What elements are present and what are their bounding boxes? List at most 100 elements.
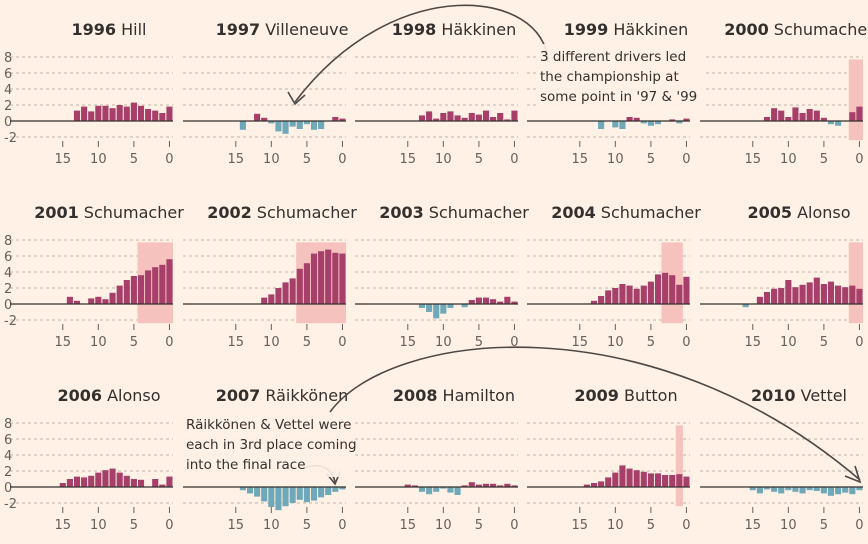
bar [468,482,475,487]
bar [626,117,633,121]
bar [332,487,339,492]
bar [318,251,325,304]
y-tick-label: 6 [4,433,12,448]
y-tick-label: -2 [4,497,17,512]
bar [282,487,289,507]
highlight-band [848,59,863,141]
bar [654,473,662,487]
bar [152,267,159,304]
bar [254,487,261,497]
bar [827,121,835,125]
panel-title: 2004 Schumacher [551,203,701,222]
panel-2007: 2007 Räikkönen 15 10 5 0 [183,386,348,533]
x-tick-label: 10 [263,152,280,167]
bar [303,121,310,125]
bar [856,288,863,304]
panel-champion: Schumacher [424,203,529,222]
x-tick-label: 10 [780,335,797,350]
bar [130,276,137,304]
panel-1998: 1998 Häkkinen 15 10 5 0 [355,20,519,167]
panel-year: 2010 [751,386,796,405]
bar [116,105,123,121]
y-tick-label: 6 [4,250,12,265]
bar [640,285,647,304]
bar [123,475,130,487]
bar [418,304,426,308]
y-tick-label: 8 [4,417,12,432]
bar [411,485,418,487]
bar [145,270,152,304]
y-tick-label: 2 [4,99,12,114]
bar [806,487,813,491]
panel-champion: Hamilton [437,386,515,405]
bar [835,285,842,304]
bar [849,285,856,304]
y-tick-label: 8 [4,51,12,66]
panel-2004: 2004 Schumacher 15 10 5 0 [527,203,701,350]
bar [447,304,454,308]
bar [785,487,792,491]
panel-title: 2007 Räikkönen [216,386,349,405]
bar [289,121,296,127]
panel-2010: 2010 Vettel 15 10 5 0 [700,386,864,533]
bar [137,275,145,304]
panel-champion: Hill [116,20,146,39]
x-tick-label: 15 [55,152,72,167]
bar [310,121,318,130]
x-tick-label: 0 [338,518,346,533]
bar [619,121,626,129]
bar [261,297,268,304]
bar [433,304,440,319]
x-tick-label: 10 [435,152,452,167]
x-tick-label: 0 [855,152,863,167]
x-tick-label: 15 [745,152,762,167]
x-tick-label: 5 [475,518,483,533]
panel-2002: 2002 Schumacher 15 10 5 0 [183,203,357,350]
bar [820,117,827,121]
y-tick-label: -2 [4,131,17,146]
bar [239,121,246,130]
panel-year: 1996 [72,20,117,39]
x-tick-label: 15 [400,152,417,167]
bar [490,117,497,121]
bar [95,472,102,487]
bar [482,483,490,487]
bar [81,477,88,487]
annotation-note-2: Räikkönen & Vettel were each in 3rd plac… [182,413,357,477]
panel-year: 1999 [564,20,609,39]
bar [785,117,792,121]
bar [418,115,426,121]
bar [159,113,166,121]
bar [325,487,332,495]
bar [137,105,145,121]
bar [454,115,461,121]
x-tick-label: 15 [55,335,72,350]
bar [813,110,820,121]
bar [152,110,159,121]
panel-year: 2003 [379,203,424,222]
x-tick-label: 10 [607,518,624,533]
bar [475,484,482,487]
bar [73,476,81,487]
bar [303,487,310,503]
bar [268,487,275,507]
bar [152,479,159,487]
x-tick-label: 0 [855,335,863,350]
bar [482,297,490,304]
x-tick-label: 10 [263,518,280,533]
x-tick-label: 0 [165,518,173,533]
bar [633,288,640,304]
bar [612,288,619,304]
bar [497,113,504,121]
bar [318,487,325,498]
bar [289,487,296,503]
bar [95,296,102,304]
bar [771,108,778,121]
panel-title: 2010 Vettel [751,386,847,405]
bar [778,110,785,121]
panel-champion: Alonso [792,203,851,222]
bar [145,109,152,121]
x-tick-label: 10 [780,152,797,167]
